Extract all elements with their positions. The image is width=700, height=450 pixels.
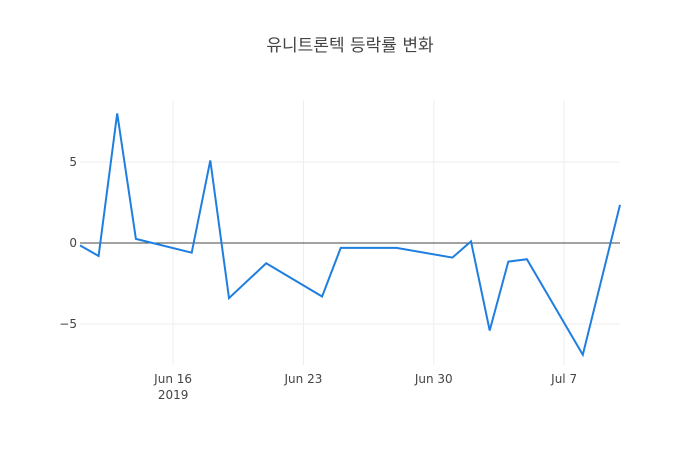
series-line	[79, 113, 621, 358]
gridlines	[80, 100, 620, 365]
y-tick-label: 5	[69, 155, 77, 169]
y-tick-label: −5	[59, 317, 77, 331]
y-axis-ticks: 5 0 −5	[59, 155, 77, 331]
x-tick-label: Jun 23	[284, 372, 323, 386]
x-axis-ticks: Jun 16 2019 Jun 23 Jun 30 Jul 7	[153, 372, 577, 402]
x-tick-label: Jun 30	[414, 372, 453, 386]
x-tick-year-label: 2019	[158, 388, 189, 402]
x-tick-label: Jul 7	[550, 372, 577, 386]
chart-title: 유니트론텍 등락률 변화	[266, 36, 434, 56]
x-tick-label: Jun 16	[153, 372, 192, 386]
y-tick-label: 0	[69, 236, 77, 250]
